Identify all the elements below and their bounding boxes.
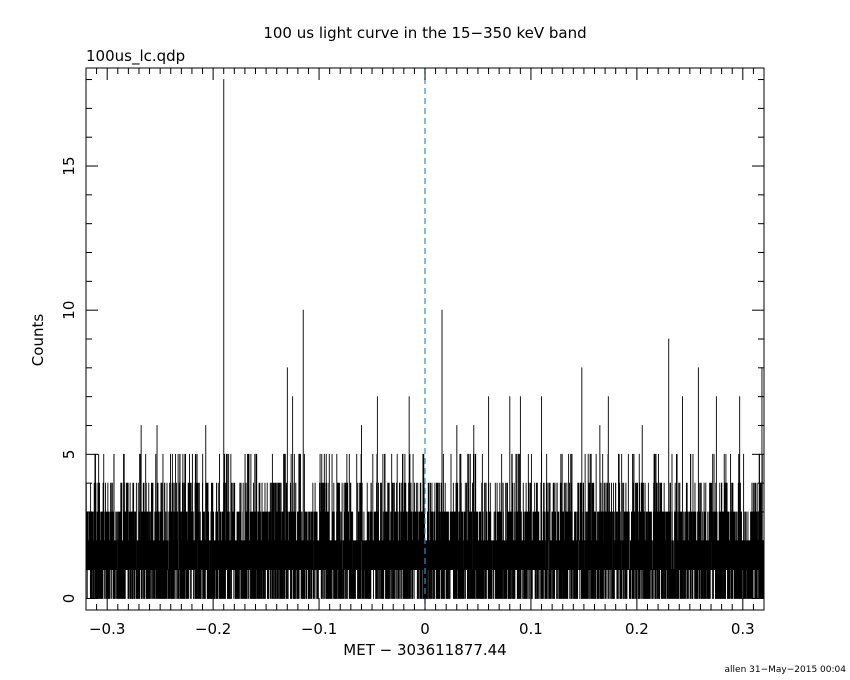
x-tick-label: −0.2 — [195, 620, 231, 638]
data-layer — [86, 79, 764, 599]
x-axis-label: MET − 303611877.44 — [343, 641, 506, 659]
y-tick-label: 15 — [60, 156, 78, 175]
axis-ticks — [85, 68, 765, 610]
y-tick-label: 10 — [60, 301, 78, 320]
x-tick-label: 0.1 — [519, 620, 543, 638]
x-tick-label: −0.1 — [301, 620, 337, 638]
light-curve-series — [86, 79, 764, 599]
y-axis-label: Counts — [29, 314, 47, 367]
x-tick-label: 0 — [420, 620, 430, 638]
x-tick-label: −0.3 — [89, 620, 125, 638]
axis-tick-labels: −0.3 −0.2 −0.1 0 0.1 0.2 0.3 0 5 10 15 — [60, 156, 755, 638]
x-tick-label: 0.2 — [625, 620, 649, 638]
chart-title: 100 us light curve in the 15−350 keV ban… — [263, 24, 586, 42]
footer-stamp: allen 31−May−2015 00:04 — [725, 665, 847, 675]
y-tick-label: 0 — [60, 594, 78, 604]
x-tick-label: 0.3 — [731, 620, 755, 638]
y-tick-label: 5 — [60, 450, 78, 460]
file-label: 100us_lc.qdp — [86, 47, 185, 66]
